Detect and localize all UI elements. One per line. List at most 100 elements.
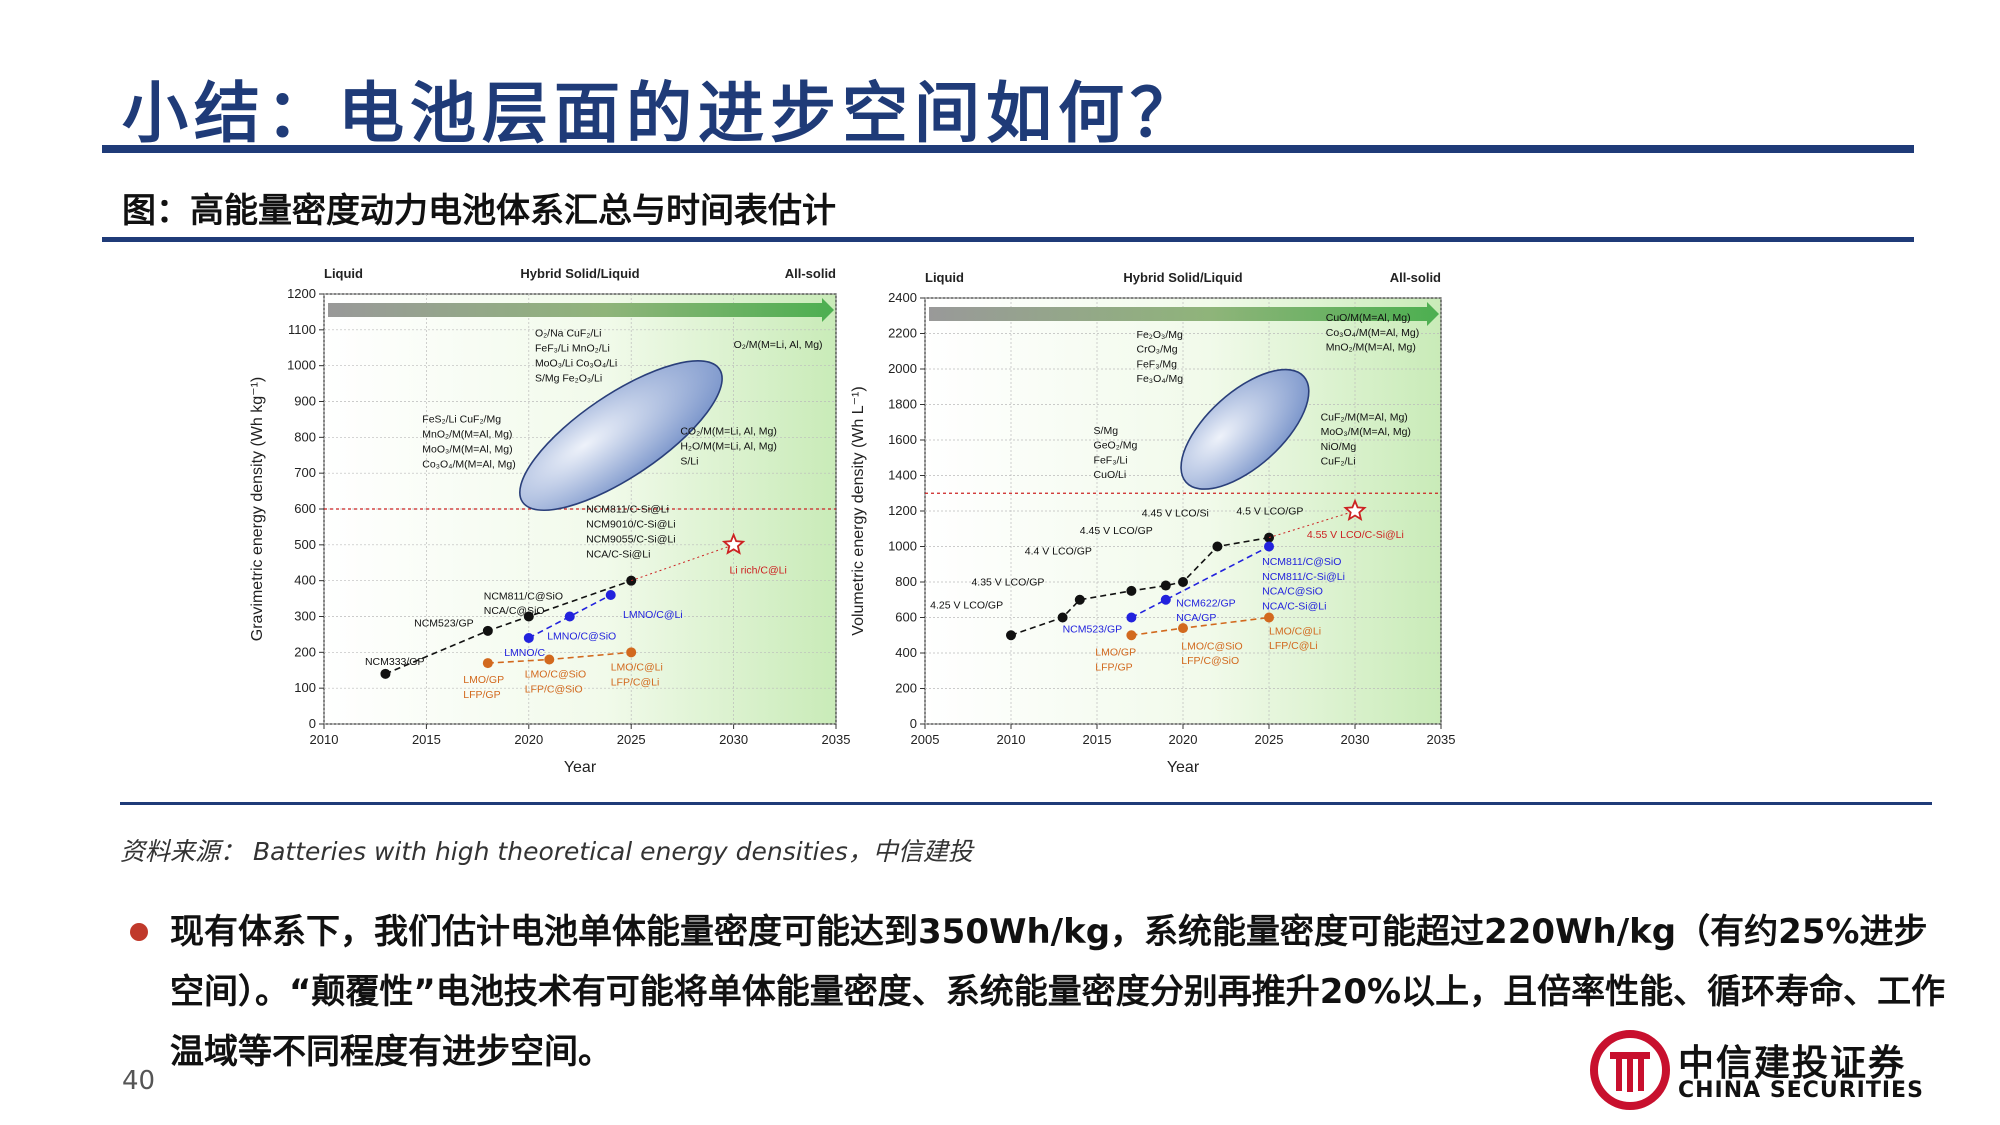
y-tick-label: 400 xyxy=(895,645,917,660)
data-point xyxy=(1057,612,1068,623)
annotation-label: 4.25 V LCO/GP xyxy=(930,600,1003,612)
annotation-label: GeO₂/Mg xyxy=(1094,440,1138,452)
high-density-region-ellipse xyxy=(519,360,723,512)
title-divider xyxy=(102,145,1914,153)
phase-label-hybrid: Hybrid Solid/Liquid xyxy=(1123,270,1242,285)
x-tick-label: 2015 xyxy=(412,732,441,747)
phase-label-hybrid: Hybrid Solid/Liquid xyxy=(520,266,639,281)
series-line-1 xyxy=(385,579,632,675)
annotation-label: NCA/GP xyxy=(1176,612,1216,624)
annotation-label: H₂O/M(M=Li, Al, Mg) xyxy=(680,441,777,453)
x-axis-title: Year xyxy=(564,759,597,776)
data-point xyxy=(1126,585,1137,596)
annotation-label: NCA/C@SiO xyxy=(484,605,545,617)
annotation-label: CO₂/M(M=Li, Al, Mg) xyxy=(680,425,777,437)
y-tick-label: 1000 xyxy=(888,539,917,554)
caption-divider xyxy=(102,237,1914,242)
annotation-label: MoO₃/Li Co₃O₄/Li xyxy=(535,357,617,369)
data-point xyxy=(1006,630,1016,641)
phase-label-solid: All-solid xyxy=(1390,270,1441,285)
annotation-label: LFP/C@SiO xyxy=(525,683,583,695)
y-tick-label: 300 xyxy=(294,609,316,624)
chart-panel-1: 2010 2015 2020 2025 2030 2035 0 100 200 300 400 500… xyxy=(249,266,850,776)
y-tick-label: 1000 xyxy=(287,358,316,373)
citic-logo-icon xyxy=(1590,1030,1670,1110)
figure-caption: 图：高能量密度动力电池体系汇总与时间表估计 xyxy=(122,191,836,231)
x-tick-label: 2015 xyxy=(1083,732,1112,747)
annotation-label: 4.45 V LCO/GP xyxy=(1080,525,1153,537)
data-point xyxy=(1178,623,1188,634)
y-tick-label: 200 xyxy=(895,681,917,696)
x-axis-title: Year xyxy=(1167,759,1200,776)
annotation-label: 4.4 V LCO/GP xyxy=(1025,545,1092,557)
annotation-label: MnO₂/M(M=Al, Mg) xyxy=(1326,342,1416,354)
annotation-label: NCM9010/C-Si@Li xyxy=(586,519,675,531)
annotation-label: NCM811/C-Si@Li xyxy=(586,504,669,516)
y-tick-label: 2400 xyxy=(888,290,917,305)
annotation-label: NCM523/GP xyxy=(1063,624,1123,636)
y-axis-title: Gravimetric energy density (Wh kg⁻¹) xyxy=(249,377,266,642)
x-tick-label: 2020 xyxy=(514,732,543,747)
x-tick-label: 2010 xyxy=(310,732,339,747)
annotation-label: MoO₃/M(M=Al, Mg) xyxy=(422,443,512,455)
data-point xyxy=(1264,541,1274,552)
data-point xyxy=(1160,594,1171,605)
data-point xyxy=(626,647,637,658)
annotation-label: CuF₂/Li xyxy=(1321,456,1356,468)
annotation-label: CuO/Li xyxy=(1094,469,1127,481)
data-point xyxy=(1160,580,1171,591)
annotation-label: NCA/C-Si@Li xyxy=(1262,600,1326,612)
y-tick-label: 600 xyxy=(895,610,917,625)
energy-density-charts: 2010 2015 2020 2025 2030 2035 0 100 200 300 400 500… xyxy=(249,266,1456,776)
y-tick-label: 1200 xyxy=(888,503,917,518)
annotation-label: S/Mg Fe₂O₃/Li xyxy=(535,372,602,384)
x-tick-label: 2035 xyxy=(1427,732,1456,747)
annotation-label: FeF₃/Li xyxy=(1094,454,1128,466)
annotation-label: CrO₃/Mg xyxy=(1137,344,1178,356)
annotation-label: NCM811/C@SiO xyxy=(1262,556,1341,568)
annotation-label: LMNO/C xyxy=(504,647,545,659)
y-tick-label: 2000 xyxy=(888,361,917,376)
source-note: 资料来源： Batteries with high theoretical en… xyxy=(120,837,973,866)
data-point xyxy=(544,654,555,665)
annotation-label: Co₃O₄/M(M=Al, Mg) xyxy=(1326,327,1419,339)
x-tick-label: 2025 xyxy=(1255,732,1284,747)
y-tick-label: 400 xyxy=(294,573,316,588)
high-density-region-ellipse xyxy=(1180,368,1310,490)
annotation-label: NCM9055/C-Si@Li xyxy=(586,534,675,546)
annotation-label: LFP/C@SiO xyxy=(1181,655,1239,667)
y-tick-label: 700 xyxy=(294,465,316,480)
page-number: 40 xyxy=(122,1066,156,1096)
timeline-arrow xyxy=(328,298,834,322)
annotation-label: O₂/M(M=Li, Al, Mg) xyxy=(734,339,823,351)
annotation-label: MoO₃/M(M=Al, Mg) xyxy=(1321,426,1411,438)
y-axis-title: Volumetric energy density (Wh L⁻¹) xyxy=(850,386,867,635)
data-point xyxy=(1126,630,1137,641)
y-tick-label: 900 xyxy=(294,394,316,409)
annotation-label: LMO/C@SiO xyxy=(1181,640,1242,652)
timeline-arrow xyxy=(929,302,1439,326)
x-tick-label: 2030 xyxy=(1341,732,1370,747)
data-point xyxy=(523,633,534,643)
annotation-label: NiO/Mg xyxy=(1321,441,1357,453)
annotation-label: NCM811/C-Si@Li xyxy=(1262,571,1345,583)
target-star-marker xyxy=(1343,498,1367,521)
y-tick-label: 1600 xyxy=(888,432,917,447)
annotation-label: LFP/C@Li xyxy=(1269,640,1318,652)
series-line-2 xyxy=(1131,545,1270,619)
annotation-label: NCA/C-Si@Li xyxy=(586,549,650,561)
annotation-label: Co₃O₄/M(M=Al, Mg) xyxy=(422,458,515,470)
x-tick-label: 2035 xyxy=(822,732,851,747)
data-point xyxy=(523,611,534,622)
annotation-label: MnO₂/M(M=Al, Mg) xyxy=(422,428,512,440)
annotation-label: NCM811/C@SiO xyxy=(484,591,563,603)
annotation-label: Fe₂O₃/Mg xyxy=(1137,329,1183,341)
annotation-label: CuF₂/M(M=Al, Mg) xyxy=(1321,411,1408,423)
phase-label-liquid: Liquid xyxy=(324,266,363,281)
data-point xyxy=(605,590,616,600)
phase-label-solid: All-solid xyxy=(785,266,836,281)
projection-line xyxy=(631,544,734,582)
y-tick-label: 500 xyxy=(294,537,316,552)
annotation-label: CuO/M(M=Al, Mg) xyxy=(1326,312,1411,324)
y-tick-label: 0 xyxy=(309,716,316,731)
